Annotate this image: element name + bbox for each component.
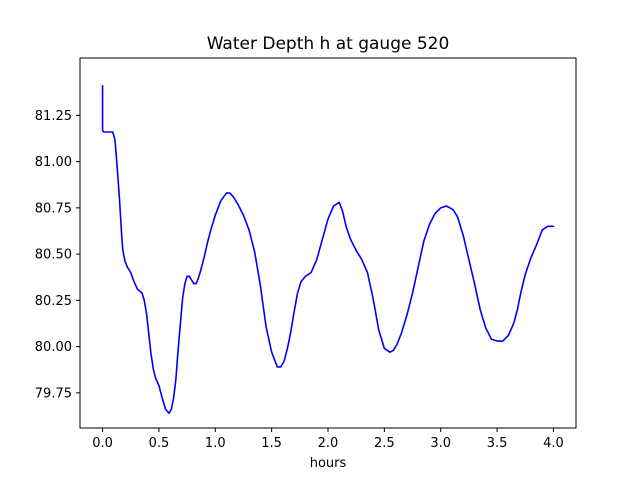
x-tick-label: 1.0	[205, 436, 226, 451]
y-tick-label: 79.75	[35, 386, 72, 401]
plot-area	[80, 58, 576, 428]
chart-title: Water Depth h at gauge 520	[207, 34, 450, 54]
x-tick-label: 0.5	[149, 436, 170, 451]
series-layer	[101, 84, 555, 414]
x-axis: 0.0 0.5 1.0 1.5 2.0 2.5 3.0 3.5 4.0	[92, 428, 564, 451]
x-tick-label: 0.0	[92, 436, 113, 451]
x-tick-label: 2.0	[318, 436, 339, 451]
y-tick-label: 80.00	[35, 340, 72, 355]
y-tick-label: 80.75	[35, 201, 72, 216]
series-line-0	[101, 84, 555, 414]
x-tick-label: 2.5	[374, 436, 395, 451]
x-tick-label: 3.0	[430, 436, 451, 451]
y-tick-label: 81.25	[35, 109, 72, 124]
y-tick-label: 80.25	[35, 294, 72, 309]
y-axis: 79.75 80.00 80.25 80.50 80.75 81.00 81.25	[35, 109, 80, 401]
x-axis-label: hours	[310, 456, 347, 471]
x-tick-label: 1.5	[261, 436, 282, 451]
x-tick-label: 3.5	[487, 436, 508, 451]
y-tick-label: 81.00	[35, 155, 72, 170]
x-tick-label: 4.0	[543, 436, 564, 451]
y-tick-label: 80.50	[35, 248, 72, 263]
